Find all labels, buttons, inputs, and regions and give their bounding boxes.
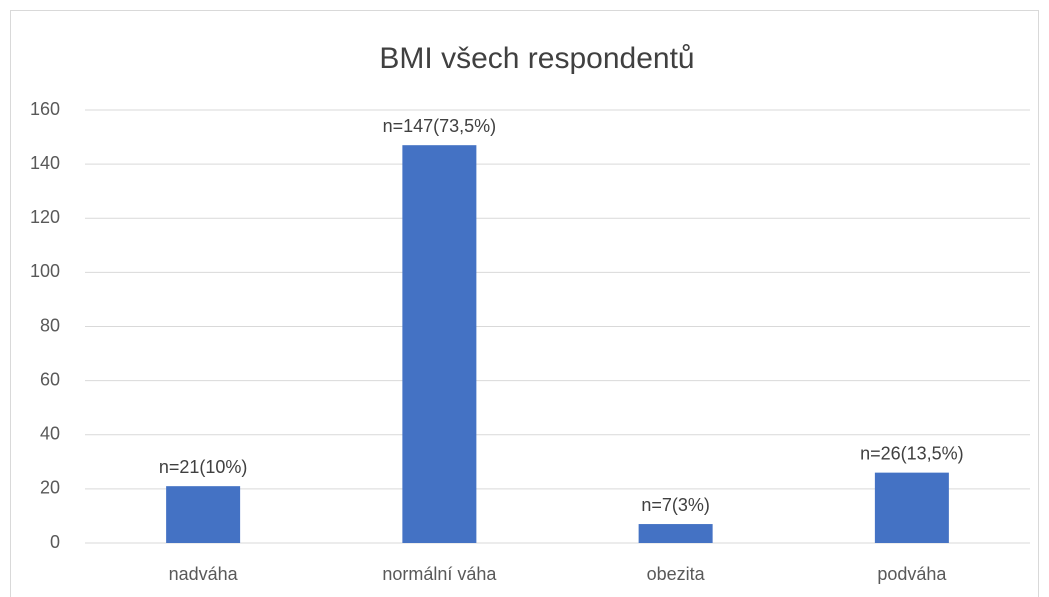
x-tick-label: obezita	[647, 564, 706, 584]
y-tick-label: 0	[50, 532, 60, 552]
x-tick-label: nadváha	[169, 564, 239, 584]
data-label: n=21(10%)	[159, 457, 248, 477]
y-tick-label: 80	[40, 315, 60, 335]
data-label: n=147(73,5%)	[383, 116, 497, 136]
data-label: n=26(13,5%)	[860, 443, 964, 463]
data-label: n=7(3%)	[641, 495, 710, 515]
y-tick-label: 20	[40, 478, 60, 498]
y-tick-label: 100	[30, 261, 60, 281]
y-tick-label: 40	[40, 424, 60, 444]
y-tick-label: 160	[30, 99, 60, 119]
bar	[166, 486, 241, 543]
y-tick-label: 60	[40, 369, 60, 389]
x-tick-label: normální váha	[382, 564, 497, 584]
y-tick-label: 140	[30, 153, 60, 173]
y-tick-label: 120	[30, 207, 60, 227]
bar	[638, 524, 713, 543]
x-tick-label: podváha	[877, 564, 947, 584]
bar	[402, 145, 477, 543]
chart-title: BMI všech respondentů	[379, 42, 694, 75]
bar	[874, 472, 949, 543]
